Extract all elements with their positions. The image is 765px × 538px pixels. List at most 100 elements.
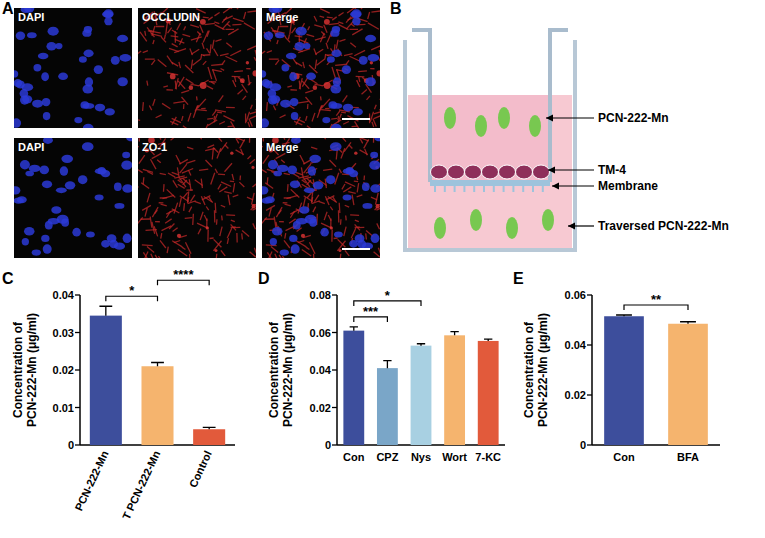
stain-red [203, 16, 209, 18]
nucleus [264, 32, 273, 40]
nucleus [126, 138, 132, 141]
stain-red [292, 28, 296, 34]
image-label: DAPI [18, 11, 44, 23]
stain-red [320, 9, 330, 14]
stain-red [253, 223, 256, 229]
stain-red [203, 31, 208, 43]
stain-red [256, 50, 257, 55]
stain-red [242, 84, 248, 93]
stain-red [320, 16, 325, 17]
stain-red [331, 230, 333, 242]
stain-red [314, 16, 317, 22]
stain-red [317, 106, 321, 118]
stain-red [182, 34, 190, 36]
pore [493, 186, 495, 192]
category-label: BFA [677, 451, 699, 463]
pore [503, 186, 505, 192]
stain-red [215, 203, 217, 213]
stain-red [209, 44, 211, 53]
nucleus [309, 155, 321, 163]
stain-red [205, 160, 212, 167]
nucleus [370, 184, 380, 193]
stain-red [146, 229, 157, 231]
stain-red [284, 240, 290, 248]
nucleus [265, 196, 275, 203]
stain-red [187, 197, 189, 202]
nucleus [357, 240, 366, 249]
nucleus [353, 108, 363, 115]
stain-red [341, 111, 346, 113]
stain-red [225, 56, 237, 61]
stain-red [195, 180, 203, 186]
stain-red [183, 126, 189, 128]
stain-red [305, 90, 313, 93]
stain-red [307, 104, 309, 109]
stain-red [181, 90, 189, 93]
y-axis [79, 295, 81, 445]
tick-label: 0.06 [565, 289, 586, 301]
stain-red [362, 89, 367, 94]
stain-red [276, 153, 286, 158]
stain-red [221, 215, 223, 220]
stain-red [251, 166, 254, 169]
stain-red [253, 70, 256, 76]
stain-red [153, 99, 155, 106]
stain-red [233, 80, 236, 87]
stain-red [162, 103, 170, 108]
stain-red [275, 60, 279, 65]
nucleus [20, 160, 30, 169]
stain-red [352, 195, 354, 206]
nucleus [280, 100, 291, 108]
stain-red [162, 195, 174, 198]
category-label: PCN-222-Mn [72, 449, 110, 513]
stain-red [208, 120, 217, 126]
nucleus [268, 89, 277, 98]
stain-red [141, 183, 149, 189]
stain-red [342, 184, 345, 189]
stain-red [183, 104, 185, 109]
nucleus [294, 42, 304, 51]
stain-red [203, 61, 206, 65]
tick-label: 0 [325, 439, 331, 451]
stain-red [143, 252, 149, 258]
error-bar [350, 327, 358, 331]
stain-red [288, 35, 290, 40]
stain-red [188, 201, 196, 204]
bars [90, 306, 225, 445]
stain-red [226, 107, 235, 109]
nucleus [46, 42, 56, 51]
bar [411, 346, 432, 445]
significance-label: **** [173, 267, 194, 282]
stain-red [138, 146, 139, 149]
nucleus [61, 155, 73, 163]
stain-red [335, 173, 339, 185]
stain-red [330, 206, 332, 210]
stain-red [329, 160, 336, 167]
stain-red [164, 35, 166, 40]
nucleus [43, 138, 53, 144]
stain-red [290, 89, 297, 91]
error-bar [383, 361, 391, 369]
nucleus [334, 231, 343, 237]
stain-red [213, 147, 218, 152]
stain-red [338, 239, 346, 247]
nucleus [349, 170, 358, 177]
stain-red [355, 121, 361, 128]
stain-red [245, 114, 246, 124]
stain-red [147, 246, 154, 252]
category-label: 7-KC [475, 451, 501, 463]
pore [463, 186, 465, 192]
stain-red [214, 22, 219, 24]
nucleus [48, 27, 59, 36]
nucleus [359, 56, 368, 65]
stain-red [321, 99, 330, 108]
scale-bar [342, 118, 370, 120]
stain-red [333, 197, 336, 202]
stain-red [301, 234, 305, 238]
stain-red [348, 192, 355, 194]
stain-red [213, 70, 217, 81]
stain-red [329, 23, 339, 24]
stain-red [199, 169, 208, 170]
nucleus [114, 183, 122, 191]
nucleus [365, 35, 376, 42]
